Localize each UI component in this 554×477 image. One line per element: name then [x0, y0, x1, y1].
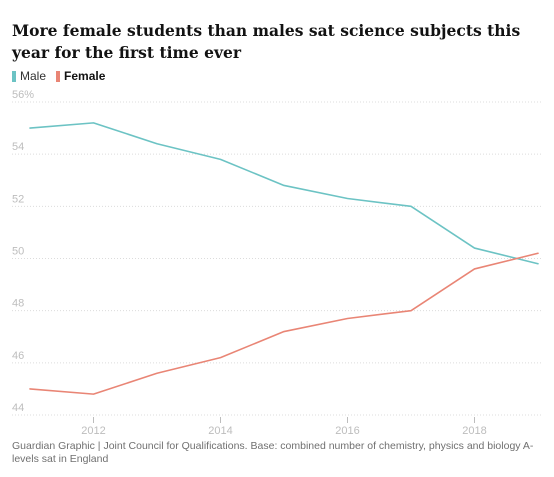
y-axis: 44 46 48 50 52 54 56% — [12, 89, 34, 414]
x-tick-label: 2014 — [208, 425, 232, 437]
legend-label-male: Male — [20, 69, 47, 83]
legend-swatch-female — [56, 70, 61, 82]
y-tick-label: 44 — [12, 402, 24, 414]
legend-item-female: Female — [56, 69, 105, 83]
y-tick-label: 56% — [12, 89, 34, 101]
y-tick-label: 52 — [12, 193, 24, 205]
gridlines — [12, 101, 542, 416]
line-chart: 44 46 48 50 52 54 56% 2012 2014 2016 2018 — [12, 89, 542, 437]
series-lines — [29, 122, 539, 395]
legend-label-female: Female — [64, 69, 106, 83]
x-tick-label: 2016 — [335, 425, 359, 437]
x-tick-label: 2012 — [81, 425, 105, 437]
y-tick-label: 50 — [12, 246, 24, 258]
y-tick-label: 54 — [12, 141, 24, 153]
legend-item-male: Male — [12, 69, 46, 83]
x-tick-label: 2018 — [462, 425, 486, 437]
series-line-male — [29, 122, 539, 265]
y-tick-label: 46 — [12, 350, 24, 362]
legend-swatch-male — [12, 70, 16, 82]
series-line-female — [29, 252, 539, 395]
legend: Male Female — [12, 68, 115, 84]
chart-title: More female students than males sat scie… — [12, 21, 521, 62]
source-note: Guardian Graphic | Joint Council for Qua… — [12, 440, 534, 465]
x-axis: 2012 2014 2016 2018 — [81, 417, 487, 437]
y-tick-label: 48 — [12, 298, 24, 310]
